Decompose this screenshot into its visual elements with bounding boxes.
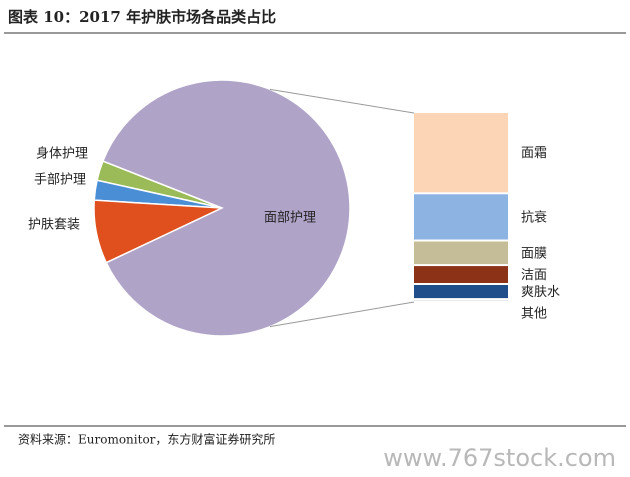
bar-segment: [414, 241, 508, 265]
segment-label: 洁面: [521, 268, 547, 283]
slice-label: 面部护理: [264, 211, 316, 226]
source-note: 资料来源：Euromonitor，东方财富证券研究所: [18, 432, 275, 447]
bar-segment: [414, 284, 508, 299]
slice-label: 手部护理: [34, 173, 86, 188]
segment-label: 爽肤水: [521, 285, 560, 300]
pie-slice: [101, 79, 351, 337]
watermark: www.767stock.com: [383, 444, 616, 472]
segment-label: 面膜: [521, 246, 547, 261]
segment-label: 面霜: [521, 146, 547, 161]
connector: [269, 301, 415, 328]
connector: [269, 88, 415, 114]
bar-segment: [414, 300, 508, 301]
chart-title: 图表 10：2017 年护肤市场各品类占比: [8, 8, 276, 26]
bar-segment: [414, 113, 508, 193]
bar-segment: [414, 266, 508, 283]
bar-segment: [414, 194, 508, 240]
segment-label: 抗衰: [521, 209, 547, 225]
slice-label: 护肤套装: [28, 217, 80, 233]
segment-label: 其他: [521, 307, 547, 322]
slice-label: 身体护理: [36, 146, 88, 162]
